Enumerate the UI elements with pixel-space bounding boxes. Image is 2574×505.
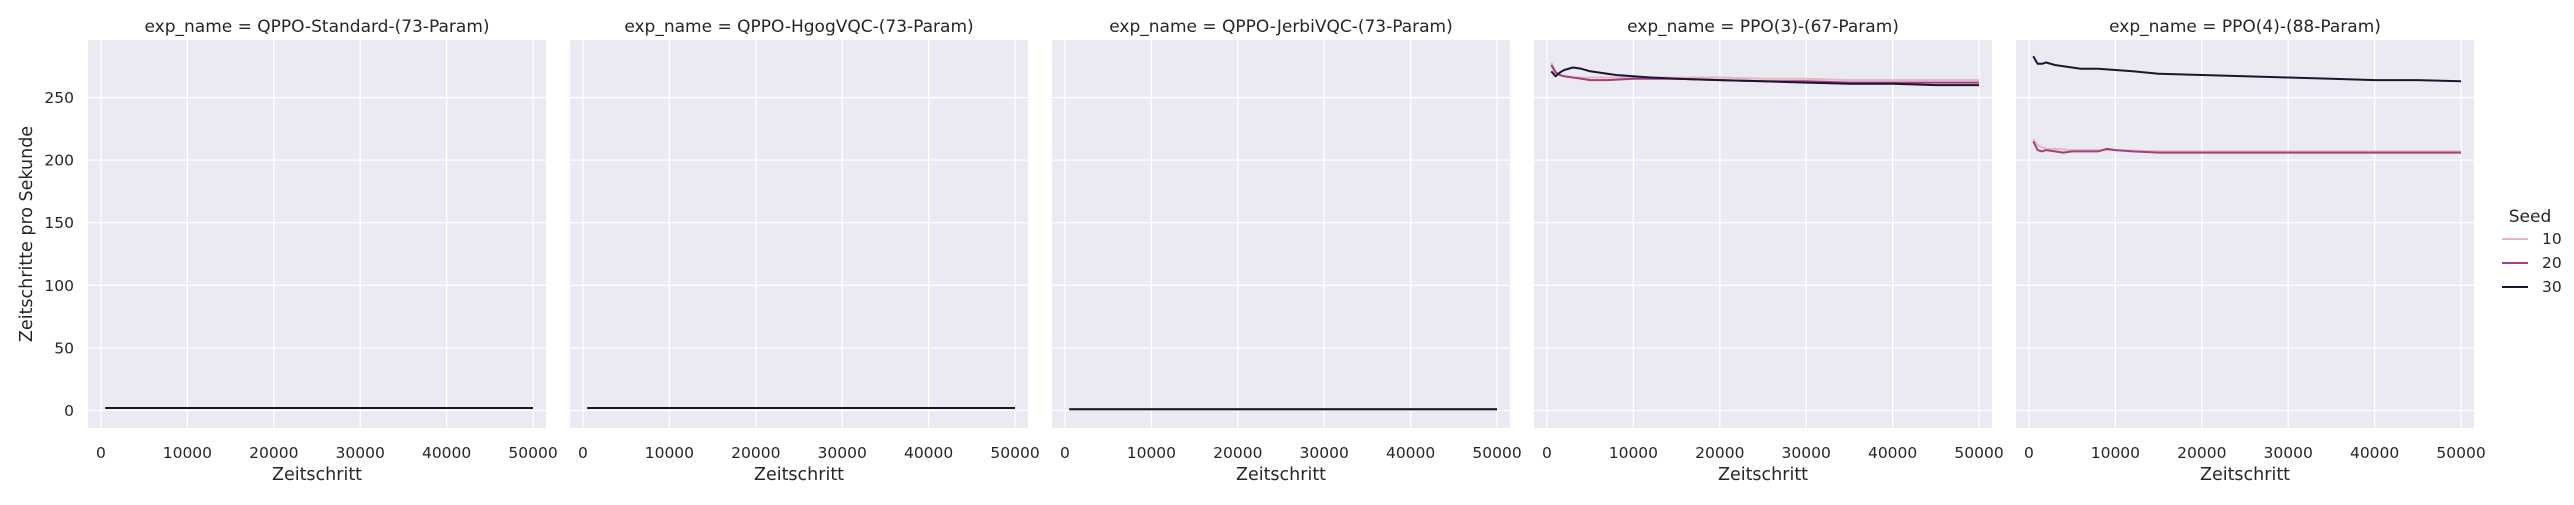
x-tick-label: 30000 bbox=[1300, 444, 1349, 462]
x-tick-label: 0 bbox=[2024, 444, 2034, 462]
x-tick-label: 0 bbox=[1060, 444, 1070, 462]
x-tick-label: 10000 bbox=[163, 444, 212, 462]
x-tick-label: 10000 bbox=[2091, 444, 2140, 462]
x-axis-label: Zeitschritt bbox=[2200, 465, 2290, 485]
x-axis-label: Zeitschritt bbox=[1236, 465, 1326, 485]
x-tick-label: 20000 bbox=[1695, 444, 1744, 462]
y-tick-label: 250 bbox=[44, 89, 74, 107]
facet-title: exp_name = QPPO-Standard-(73-Param) bbox=[144, 17, 489, 37]
y-tick-label: 0 bbox=[64, 402, 74, 420]
legend-label: 30 bbox=[2542, 278, 2562, 296]
y-axis-label: Zeitschritte pro Sekunde bbox=[17, 126, 37, 342]
x-tick-label: 40000 bbox=[422, 444, 471, 462]
x-tick-label: 50000 bbox=[1954, 444, 2003, 462]
x-tick-label: 0 bbox=[96, 444, 106, 462]
x-tick-label: 50000 bbox=[990, 444, 1039, 462]
series-line-seed-20 bbox=[2032, 140, 2461, 154]
facet-panel-1 bbox=[88, 40, 546, 428]
x-tick-label: 20000 bbox=[249, 444, 298, 462]
legend-label: 10 bbox=[2542, 230, 2562, 248]
x-tick-label: 50000 bbox=[508, 444, 557, 462]
legend-label: 20 bbox=[2542, 254, 2562, 272]
x-tick-label: 20000 bbox=[731, 444, 780, 462]
facet-panel-4 bbox=[1534, 40, 1992, 428]
x-tick-label: 50000 bbox=[1472, 444, 1521, 462]
y-tick-label: 100 bbox=[44, 277, 74, 295]
x-tick-label: 10000 bbox=[1127, 444, 1176, 462]
x-tick-label: 0 bbox=[578, 444, 588, 462]
x-tick-label: 50000 bbox=[2436, 444, 2485, 462]
series-line-seed-30 bbox=[1550, 66, 1979, 87]
x-axis-label: Zeitschritt bbox=[272, 465, 362, 485]
x-tick-label: 40000 bbox=[1386, 444, 1435, 462]
facet-title: exp_name = PPO(4)-(88-Param) bbox=[2109, 17, 2381, 37]
x-tick-label: 20000 bbox=[1213, 444, 1262, 462]
x-tick-label: 30000 bbox=[1782, 444, 1831, 462]
x-tick-label: 30000 bbox=[2264, 444, 2313, 462]
legend-title: Seed bbox=[2509, 207, 2552, 227]
facet-panel-2 bbox=[570, 40, 1028, 428]
series-line-seed-30 bbox=[2032, 55, 2462, 83]
facet-title: exp_name = PPO(3)-(67-Param) bbox=[1627, 17, 1899, 37]
series-line-seed-20 bbox=[1550, 64, 1979, 84]
x-tick-label: 0 bbox=[1542, 444, 1552, 462]
x-axis-label: Zeitschritt bbox=[1718, 465, 1808, 485]
y-tick-label: 50 bbox=[54, 339, 74, 357]
y-tick-label: 150 bbox=[44, 214, 74, 232]
facet-title: exp_name = QPPO-JerbiVQC-(73-Param) bbox=[1109, 17, 1453, 37]
facet-panel-3 bbox=[1052, 40, 1510, 428]
y-tick-label: 200 bbox=[44, 152, 74, 170]
x-tick-label: 30000 bbox=[336, 444, 385, 462]
x-tick-label: 40000 bbox=[2350, 444, 2399, 462]
x-tick-label: 20000 bbox=[2177, 444, 2226, 462]
x-tick-label: 30000 bbox=[818, 444, 867, 462]
x-tick-label: 10000 bbox=[1609, 444, 1658, 462]
series-line-seed-10 bbox=[2032, 138, 2461, 153]
x-tick-label: 40000 bbox=[1868, 444, 1917, 462]
x-tick-label: 10000 bbox=[645, 444, 694, 462]
x-tick-label: 40000 bbox=[904, 444, 953, 462]
x-axis-label: Zeitschritt bbox=[754, 465, 844, 485]
facet-title: exp_name = QPPO-HgogVQC-(73-Param) bbox=[624, 17, 973, 37]
facet-panel-5 bbox=[2016, 40, 2474, 428]
